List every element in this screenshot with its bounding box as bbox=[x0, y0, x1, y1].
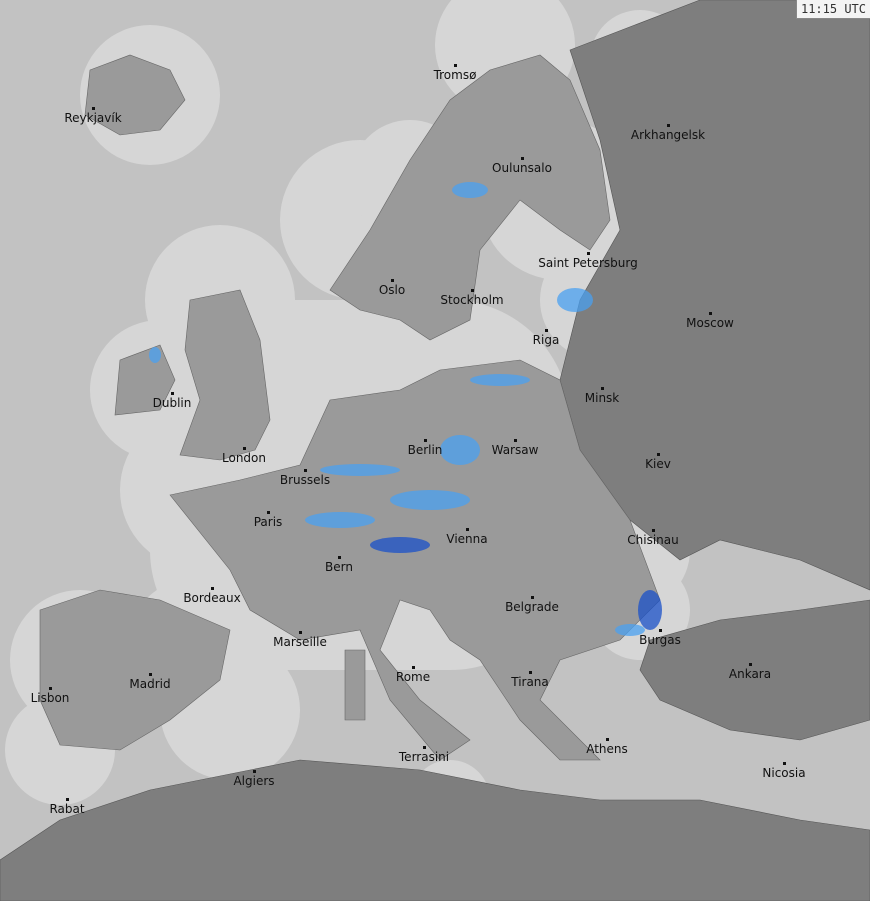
city-label: Tirana bbox=[511, 675, 549, 689]
city-marker bbox=[749, 663, 752, 666]
city-label: Burgas bbox=[639, 633, 681, 647]
city-marker bbox=[243, 447, 246, 450]
city-marker bbox=[667, 124, 670, 127]
city-marker bbox=[471, 289, 474, 292]
city-label: Tromsø bbox=[433, 68, 477, 82]
city-label: Algiers bbox=[233, 774, 275, 788]
city-marker bbox=[66, 798, 69, 801]
city-label: Marseille bbox=[273, 635, 327, 649]
city-marker bbox=[652, 529, 655, 532]
city-label: Warsaw bbox=[491, 443, 539, 457]
city-marker bbox=[783, 762, 786, 765]
city-marker bbox=[529, 671, 532, 674]
city-marker bbox=[211, 587, 214, 590]
city-marker bbox=[299, 631, 302, 634]
city-marker bbox=[253, 770, 256, 773]
city-label: Riga bbox=[532, 333, 560, 347]
city-label: Minsk bbox=[584, 391, 620, 405]
city-label: Saint Petersburg bbox=[538, 256, 638, 270]
city-label: Rabat bbox=[49, 802, 85, 816]
city-marker bbox=[391, 279, 394, 282]
precipitation-area bbox=[390, 490, 470, 510]
city-label: Paris bbox=[253, 515, 283, 529]
city-label: Stockholm bbox=[440, 293, 504, 307]
city-marker bbox=[601, 387, 604, 390]
city-marker bbox=[587, 252, 590, 255]
city-marker bbox=[424, 439, 427, 442]
precipitation-area bbox=[440, 435, 480, 465]
city-label: Oslo bbox=[378, 283, 406, 297]
precipitation-area bbox=[305, 512, 375, 528]
city-label: Terrasini bbox=[398, 750, 450, 764]
precipitation-area bbox=[452, 182, 488, 198]
precipitation-area bbox=[638, 590, 662, 630]
city-label: Bordeaux bbox=[183, 591, 241, 605]
city-label: Chisinau bbox=[627, 533, 679, 547]
city-marker bbox=[657, 453, 660, 456]
city-label: Athens bbox=[586, 742, 628, 756]
precipitation-area bbox=[370, 537, 430, 553]
city-label: Lisbon bbox=[30, 691, 70, 705]
city-label: Rome bbox=[395, 670, 431, 684]
city-label: London bbox=[222, 451, 266, 465]
city-marker bbox=[606, 738, 609, 741]
city-label: Madrid bbox=[129, 677, 171, 691]
city-marker bbox=[149, 673, 152, 676]
city-label: Oulunsalo bbox=[492, 161, 552, 175]
city-marker bbox=[338, 556, 341, 559]
city-label: Arkhangelsk bbox=[630, 128, 706, 142]
precipitation-area bbox=[149, 347, 161, 363]
city-label: Kiev bbox=[645, 457, 671, 471]
city-marker bbox=[709, 312, 712, 315]
precipitation bbox=[149, 182, 662, 636]
city-label: Moscow bbox=[686, 316, 734, 330]
city-label: Dublin bbox=[152, 396, 192, 410]
city-label: Berlin bbox=[407, 443, 443, 457]
city-label: Ankara bbox=[728, 667, 772, 681]
city-marker bbox=[531, 596, 534, 599]
city-marker bbox=[423, 746, 426, 749]
city-label: Reykjavík bbox=[64, 111, 122, 125]
precipitation-area bbox=[615, 624, 645, 636]
city-marker bbox=[659, 629, 662, 632]
city-marker bbox=[304, 469, 307, 472]
precipitation-area bbox=[470, 374, 530, 386]
precipitation-area bbox=[320, 464, 400, 476]
city-label: Bern bbox=[325, 560, 353, 574]
city-marker bbox=[545, 329, 548, 332]
city-marker bbox=[412, 666, 415, 669]
city-marker bbox=[92, 107, 95, 110]
city-marker bbox=[454, 64, 457, 67]
city-label: Vienna bbox=[446, 532, 488, 546]
city-marker bbox=[521, 157, 524, 160]
precipitation-area bbox=[557, 288, 593, 312]
city-label: Belgrade bbox=[505, 600, 559, 614]
timestamp: 11:15 UTC bbox=[795, 0, 870, 19]
city-label: Nicosia bbox=[762, 766, 806, 780]
city-marker bbox=[49, 687, 52, 690]
city-marker bbox=[171, 392, 174, 395]
city-marker bbox=[466, 528, 469, 531]
city-label: Brussels bbox=[279, 473, 331, 487]
city-marker bbox=[514, 439, 517, 442]
city-marker bbox=[267, 511, 270, 514]
